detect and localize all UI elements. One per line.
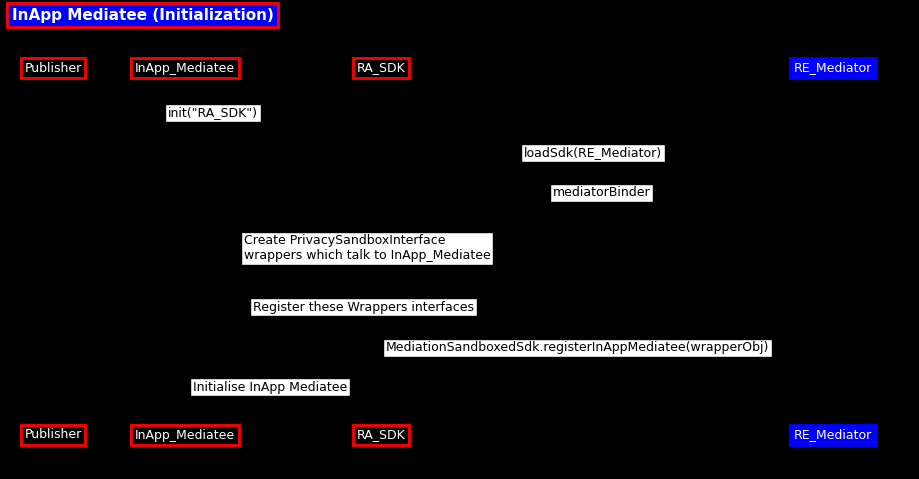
Text: InApp_Mediatee: InApp_Mediatee [135,429,235,442]
Text: mediatorBinder: mediatorBinder [552,186,650,199]
Text: init("RA_SDK"): init("RA_SDK") [168,106,257,119]
Text: RA_SDK: RA_SDK [357,429,405,442]
Text: MediationSandboxedSdk.registerInAppMediatee(wrapperObj): MediationSandboxedSdk.registerInAppMedia… [386,342,768,354]
Text: RE_Mediator: RE_Mediator [793,61,871,75]
Text: RA_SDK: RA_SDK [357,61,405,75]
Text: Publisher: Publisher [24,429,82,442]
Text: InApp_Mediatee: InApp_Mediatee [135,61,235,75]
Text: Initialise InApp Mediatee: Initialise InApp Mediatee [193,380,346,394]
Text: Create PrivacySandboxInterface
wrappers which talk to InApp_Mediatee: Create PrivacySandboxInterface wrappers … [244,234,490,262]
Text: InApp Mediatee (Initialization): InApp Mediatee (Initialization) [12,8,274,23]
Text: Publisher: Publisher [24,61,82,75]
Text: loadSdk(RE_Mediator): loadSdk(RE_Mediator) [524,147,662,160]
Text: RE_Mediator: RE_Mediator [793,429,871,442]
Text: Register these Wrappers interfaces: Register these Wrappers interfaces [253,300,473,313]
